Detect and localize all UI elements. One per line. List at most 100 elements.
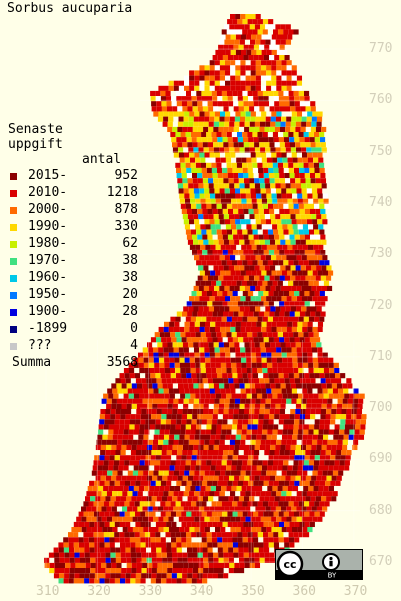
grid-cell xyxy=(208,562,214,569)
grid-cell xyxy=(310,450,316,456)
grid-cell xyxy=(354,393,360,399)
grid-cell xyxy=(290,496,296,502)
grid-cell xyxy=(251,393,258,399)
grid-cell xyxy=(298,280,304,286)
grid-cell xyxy=(278,203,284,209)
grid-cell xyxy=(126,403,132,410)
grid-cell xyxy=(270,403,276,410)
grid-cell xyxy=(305,214,312,220)
grid-cell xyxy=(245,188,251,194)
grid-cell xyxy=(114,511,120,517)
grid-cell xyxy=(236,280,242,286)
grid-cell xyxy=(227,167,233,174)
grid-cell xyxy=(310,106,316,112)
grid-cell xyxy=(283,511,289,517)
grid-cell xyxy=(270,39,276,45)
grid-cell xyxy=(54,568,60,574)
grid-cell xyxy=(227,537,233,543)
grid-cell xyxy=(159,486,165,492)
grid-cell xyxy=(179,470,185,476)
grid-cell xyxy=(197,178,203,184)
grid-cell xyxy=(182,106,188,112)
grid-cell xyxy=(317,516,323,522)
grid-cell xyxy=(286,296,292,302)
grid-cell xyxy=(308,162,314,168)
grid-cell xyxy=(189,75,195,81)
grid-cell xyxy=(223,475,230,481)
grid-cell xyxy=(287,357,293,363)
grid-cell xyxy=(194,321,200,327)
grid-cell xyxy=(189,516,195,522)
legend-total-count: 3568 xyxy=(106,355,138,370)
grid-cell xyxy=(239,562,245,569)
grid-cell xyxy=(261,326,267,333)
grid-cell xyxy=(178,188,184,194)
grid-cell xyxy=(253,250,259,256)
grid-cell xyxy=(195,429,201,435)
grid-cell xyxy=(142,403,148,410)
grid-cell xyxy=(181,96,187,102)
grid-cell xyxy=(320,178,327,184)
grid-cell xyxy=(136,403,143,410)
grid-cell xyxy=(286,75,292,81)
grid-cell xyxy=(313,224,319,230)
grid-cell xyxy=(140,455,146,461)
grid-cell xyxy=(101,439,107,445)
grid-cell xyxy=(297,321,303,327)
grid-cell xyxy=(310,414,316,420)
grid-cell xyxy=(200,429,206,435)
grid-cell xyxy=(275,342,281,348)
grid-cell xyxy=(130,419,136,425)
grid-cell xyxy=(96,506,102,512)
x-axis-label: 360 xyxy=(292,584,316,599)
grid-cell xyxy=(126,568,132,574)
grid-cell xyxy=(229,398,235,404)
grid-cell xyxy=(327,398,333,404)
grid-cell xyxy=(239,147,245,153)
grid-cell xyxy=(210,362,216,368)
grid-cell xyxy=(169,465,175,471)
grid-cell xyxy=(192,568,199,574)
grid-cell xyxy=(117,388,123,394)
grid-cell xyxy=(172,562,179,569)
grid-cell xyxy=(282,486,288,492)
grid-cell xyxy=(276,188,282,194)
grid-cell xyxy=(257,501,263,507)
grid-cell xyxy=(165,532,171,538)
grid-cell xyxy=(257,316,263,322)
grid-cell xyxy=(163,398,169,404)
grid-cell xyxy=(244,306,250,312)
grid-cell xyxy=(192,573,198,579)
grid-cell xyxy=(222,373,228,379)
grid-cell xyxy=(321,444,327,451)
grid-cell xyxy=(208,409,214,415)
grid-cell xyxy=(266,352,272,358)
grid-cell xyxy=(313,244,319,250)
grid-cell xyxy=(201,90,207,97)
grid-cell xyxy=(218,239,224,245)
grid-cell xyxy=(284,101,290,107)
grid-cell xyxy=(279,311,285,317)
grid-cell xyxy=(274,337,280,343)
grid-cell xyxy=(137,491,143,497)
grid-cell xyxy=(75,562,81,569)
grid-cell xyxy=(191,511,197,517)
grid-cell xyxy=(303,316,309,322)
grid-cell xyxy=(149,424,156,430)
grid-cell xyxy=(315,208,321,215)
grid-cell xyxy=(238,44,244,50)
grid-cell xyxy=(303,362,309,368)
grid-cell xyxy=(196,203,202,209)
grid-cell xyxy=(278,419,284,425)
cc-by-license-badge[interactable]: cc BY xyxy=(275,549,363,580)
grid-cell xyxy=(128,434,134,440)
grid-cell xyxy=(218,342,224,348)
grid-cell xyxy=(276,193,282,199)
grid-cell xyxy=(328,465,334,471)
grid-cell xyxy=(208,342,214,348)
grid-cell xyxy=(277,465,283,471)
grid-cell xyxy=(236,465,242,471)
grid-cell xyxy=(250,80,256,86)
grid-cell xyxy=(234,39,240,45)
x-axis-label: 330 xyxy=(138,584,163,599)
